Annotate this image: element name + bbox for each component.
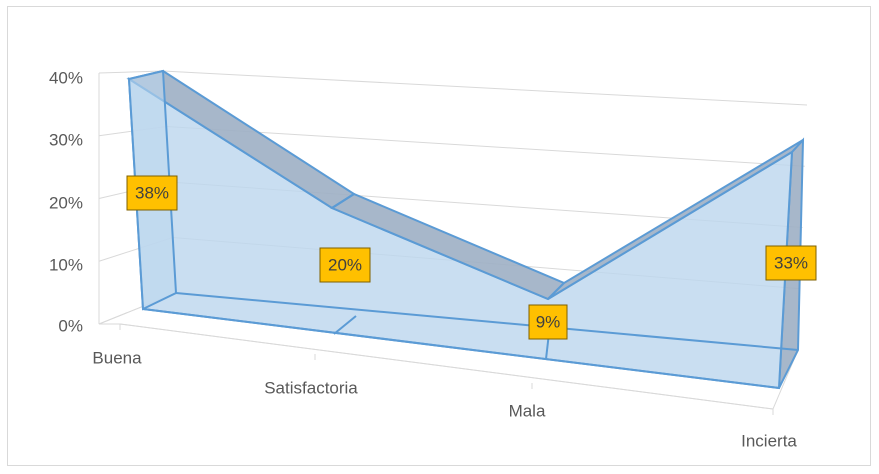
back-gridline-3 <box>166 126 805 167</box>
category-label-1: Satisfactoria <box>264 378 358 397</box>
data-label-text-2: 9% <box>536 312 561 331</box>
data-label-1: 20% <box>319 247 371 283</box>
y-axis-labels: 0% 10% 20% 30% 40% <box>49 68 83 335</box>
data-label-box-3 <box>765 245 817 281</box>
data-label-box-0 <box>126 175 178 211</box>
data-label-text-0: 38% <box>135 183 169 202</box>
data-label-text-1: 20% <box>328 255 362 274</box>
chart-frame: 0% 10% 20% 30% 40% Buena Satisfactoria Mala Inci… <box>7 6 871 466</box>
category-label-0: Buena <box>92 348 142 367</box>
category-label-2: Mala <box>509 401 546 420</box>
data-label-0: 38% <box>126 175 178 211</box>
y-tick-label-4: 40% <box>49 68 83 87</box>
side-gridline-4 <box>98 70 164 74</box>
data-label-text-3: 33% <box>774 253 808 272</box>
area-ridge-1 <box>331 193 355 209</box>
category-axis-line <box>119 323 774 410</box>
data-label-box-2 <box>528 304 568 340</box>
category-label-3: Incierta <box>741 431 797 450</box>
back-gridline-4 <box>162 70 808 106</box>
y-tick-label-2: 20% <box>49 193 83 212</box>
data-labels: 38% 20% 9% 33% <box>126 175 817 340</box>
y-tick-label-3: 30% <box>49 130 83 149</box>
data-label-3: 33% <box>765 245 817 281</box>
area-chart-3d: 0% 10% 20% 30% 40% Buena Satisfactoria Mala Inci… <box>49 68 817 450</box>
area-floor-divider-1 <box>333 315 357 335</box>
area-back-baseline <box>175 292 799 351</box>
y-tick-label-0: 0% <box>58 316 83 335</box>
y-tick-label-1: 10% <box>49 255 83 274</box>
series-area <box>126 69 805 390</box>
area-top-segment-2 <box>547 139 804 300</box>
x-axis-labels: Buena Satisfactoria Mala Incierta <box>92 348 797 450</box>
area-front-baseline <box>142 308 780 389</box>
data-label-box-1 <box>319 247 371 283</box>
data-label-2: 9% <box>528 304 568 340</box>
